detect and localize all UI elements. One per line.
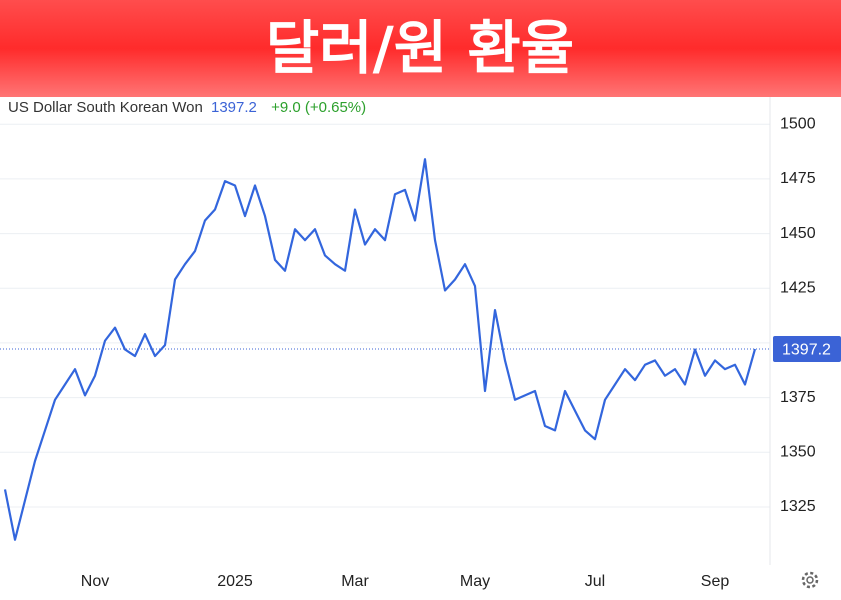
y-tick-label: 1450 — [780, 225, 816, 242]
instrument-name: US Dollar South Korean Won — [8, 99, 203, 116]
x-tick-label: Nov — [81, 573, 109, 590]
price-line — [3, 158, 757, 541]
y-tick-label: 1500 — [780, 115, 816, 132]
y-tick-label: 1325 — [780, 498, 816, 515]
title-banner — [0, 0, 841, 97]
y-tick-label: 1425 — [780, 279, 816, 296]
y-tick-label: 1375 — [780, 389, 816, 406]
last-price-box — [773, 336, 841, 363]
x-tick-label: 2025 — [217, 573, 253, 590]
header-price: 1397.2 — [211, 99, 257, 116]
y-tick-label: 1475 — [780, 170, 816, 187]
chart-title: 달러/원 환율 — [266, 14, 574, 82]
x-tick-label: Sep — [701, 573, 730, 590]
header: US Dollar South Korean Won 1397.2 +9.0 (… — [8, 99, 366, 116]
x-tick-label: Jul — [585, 573, 605, 590]
settings-icon[interactable] — [801, 571, 819, 589]
y-tick-label: 1350 — [780, 443, 816, 460]
header-change: +9.0 (+0.65%) — [271, 99, 366, 116]
x-tick-label: Mar — [341, 573, 369, 590]
last-price-label: 1397.2 — [782, 341, 831, 358]
x-tick-label: May — [460, 573, 490, 590]
